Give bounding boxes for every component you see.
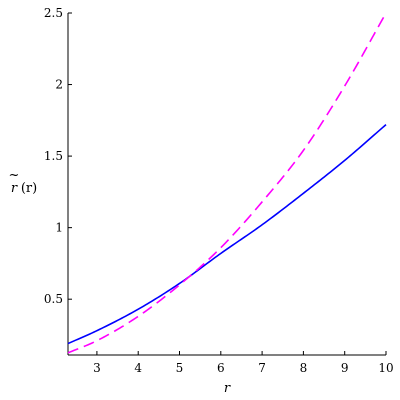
y-axis-label-tilde: ~: [9, 168, 20, 183]
y-axis-label-variable: r: [11, 181, 18, 196]
series-line-magenta-dashed: [67, 12, 387, 354]
x-tick-label: 7: [258, 361, 266, 375]
y-axis-label: ~ r (r): [9, 168, 38, 196]
x-tick-label: 4: [134, 361, 142, 375]
x-tick-label: 6: [217, 361, 225, 375]
series-layer: [67, 12, 387, 354]
y-tick-label: 2: [55, 78, 63, 92]
y-tick-label: 2.5: [44, 6, 63, 20]
x-tick-label: 10: [378, 361, 393, 375]
series-line-blue-solid: [67, 124, 387, 345]
ticks: 3 4 5 6 7 8 9 10 0.5 1 1.5 2 2.5: [44, 6, 394, 375]
y-tick-label: 0.5: [44, 292, 63, 306]
x-tick-label: 3: [93, 361, 101, 375]
y-tick-label: 1.5: [44, 149, 63, 163]
x-tick-label: 9: [341, 361, 349, 375]
axes: [67, 13, 386, 356]
x-axis-label: r: [224, 381, 231, 396]
x-tick-label: 8: [300, 361, 308, 375]
y-tick-label: 1: [55, 221, 63, 235]
x-tick-label: 5: [176, 361, 184, 375]
y-axis-label-argument: (r): [21, 181, 37, 196]
